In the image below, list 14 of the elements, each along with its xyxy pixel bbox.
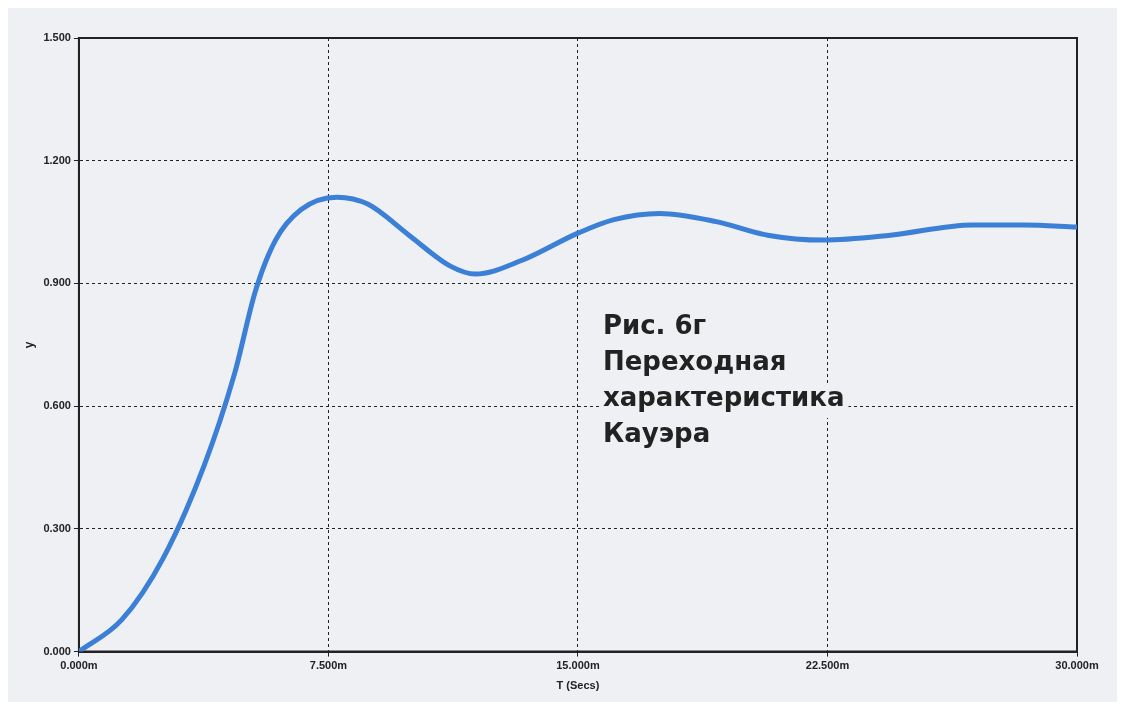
x-tick-label: 15.000m bbox=[556, 659, 600, 672]
x-tick-label: 0.000m bbox=[60, 659, 98, 672]
y-tick-label: 0.600 bbox=[43, 399, 71, 412]
y-tick-label: 0.900 bbox=[43, 276, 71, 289]
x-tick-label: 7.500m bbox=[309, 659, 348, 672]
y-axis-title: y bbox=[21, 341, 36, 349]
annotation: Рис. 6г Переходная характеристика Кауэра bbox=[602, 309, 845, 448]
y-tick-label: 1.200 bbox=[43, 153, 71, 166]
y-tick-label: 0.300 bbox=[43, 521, 71, 534]
x-tick-label: 22.500m bbox=[805, 659, 850, 672]
x-axis-title: T (Secs) bbox=[556, 679, 600, 692]
x-tick-label: 30.000m bbox=[1055, 659, 1099, 672]
y-tick-label: 0.000 bbox=[43, 644, 71, 657]
y-tick-label: 1.500 bbox=[43, 31, 71, 44]
